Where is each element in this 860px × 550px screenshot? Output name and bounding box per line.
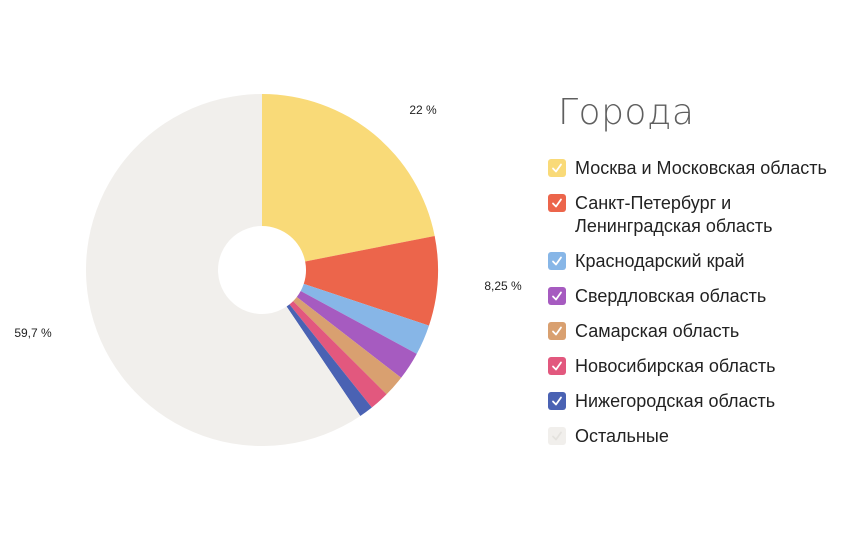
legend-label: Москва и Московская область <box>575 158 827 178</box>
pie-slice-4[interactable] <box>293 296 402 395</box>
legend-label: Санкт-Петербург и Ленинградская область <box>575 193 773 236</box>
slice-percent-label: 8,25 % <box>484 279 522 293</box>
legend-item[interactable]: Остальные <box>548 425 848 448</box>
checkmark-icon <box>552 326 562 336</box>
checkmark-icon <box>552 256 562 266</box>
legend-label: Самарская область <box>575 321 740 341</box>
legend-label: Остальные <box>575 426 669 446</box>
slice-percent-label: 22 % <box>409 103 437 117</box>
pie-slice-7[interactable] <box>86 94 361 446</box>
legend-item[interactable]: Санкт-Петербург и Ленинградская область <box>548 192 848 238</box>
pie-slice-3[interactable] <box>296 290 417 378</box>
legend-item[interactable]: Москва и Московская область <box>548 157 848 180</box>
checkmark-icon <box>552 431 562 441</box>
legend-checkbox[interactable] <box>548 252 566 270</box>
legend: Города Москва и Московская область Санкт-… <box>548 92 848 460</box>
legend-checkbox[interactable] <box>548 287 566 305</box>
legend-item[interactable]: Нижегородская область <box>548 390 848 413</box>
pie-slices <box>86 94 438 446</box>
legend-checkbox[interactable] <box>548 194 566 212</box>
legend-checkbox[interactable] <box>548 427 566 445</box>
pie-slice-0[interactable] <box>262 94 435 262</box>
legend-checkbox[interactable] <box>548 357 566 375</box>
legend-label: Нижегородская область <box>575 391 776 411</box>
legend-label: Новосибирская область <box>575 356 776 376</box>
legend-checkbox[interactable] <box>548 159 566 177</box>
checkmark-icon <box>552 291 562 301</box>
legend-checkbox[interactable] <box>548 322 566 340</box>
legend-label: Свердловская область <box>575 286 767 306</box>
legend-item[interactable]: Новосибирская область <box>548 355 848 378</box>
pie-slice-1[interactable] <box>303 235 438 326</box>
legend-checkbox[interactable] <box>548 392 566 410</box>
pie-slice-2[interactable] <box>300 283 429 354</box>
legend-title: Города <box>558 92 695 133</box>
slice-percent-label: 59,7 % <box>14 326 52 340</box>
checkmark-icon <box>552 198 562 208</box>
legend-label: Краснодарский край <box>575 251 745 271</box>
pie-slice-5[interactable] <box>289 301 387 408</box>
legend-item[interactable]: Свердловская область <box>548 285 848 308</box>
legend-items: Москва и Московская область Санкт-Петербу… <box>548 157 848 448</box>
legend-item[interactable]: Краснодарский край <box>548 250 848 273</box>
pie-slice-6[interactable] <box>286 304 372 416</box>
checkmark-icon <box>552 163 562 173</box>
checkmark-icon <box>552 361 562 371</box>
checkmark-icon <box>552 396 562 406</box>
legend-item[interactable]: Самарская область <box>548 320 848 343</box>
pie-labels: 22 % 8,25 % 59,7 % <box>14 103 522 340</box>
